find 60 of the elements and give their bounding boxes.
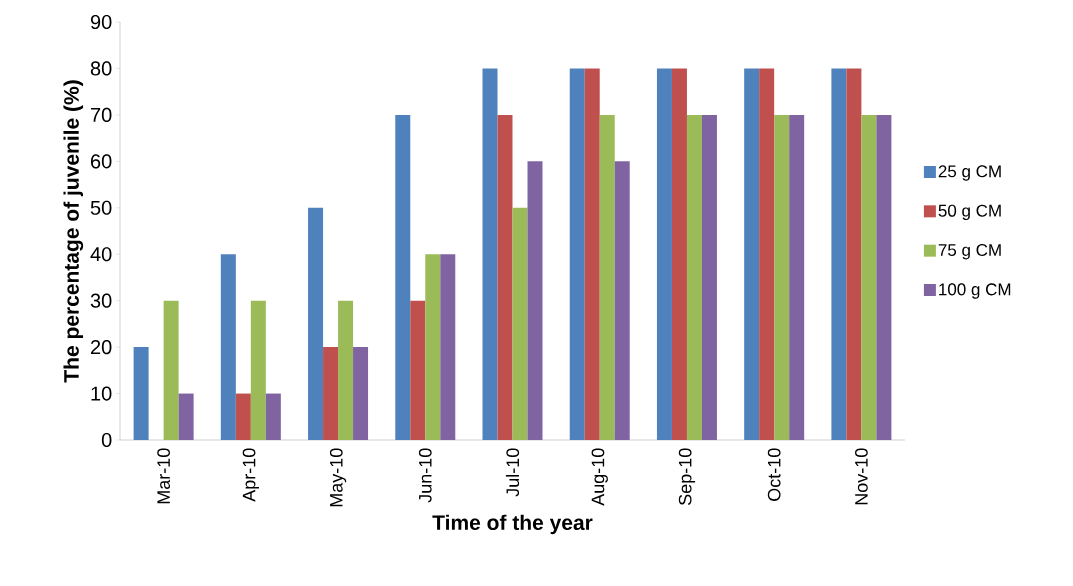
bar bbox=[178, 393, 194, 440]
y-tick-label: 20 bbox=[90, 340, 112, 355]
bar bbox=[308, 207, 324, 440]
x-tick-label: Aug-10 bbox=[591, 448, 608, 506]
y-tick-label: 90 bbox=[90, 14, 112, 30]
bar bbox=[338, 300, 354, 440]
bar bbox=[831, 68, 847, 440]
bar bbox=[759, 68, 775, 440]
y-tick-label: 40 bbox=[90, 247, 112, 262]
x-tick-label: Nov-10 bbox=[855, 448, 868, 505]
x-tick-label: Jun-10 bbox=[418, 448, 432, 503]
bar bbox=[671, 68, 687, 440]
bar bbox=[861, 114, 877, 440]
bar bbox=[656, 68, 672, 440]
bar bbox=[744, 68, 760, 440]
bar bbox=[265, 393, 281, 440]
y-tick-label: 0 bbox=[101, 432, 112, 448]
x-tick-label: Mar-10 bbox=[157, 448, 170, 504]
bar bbox=[527, 161, 543, 440]
legend-label: 25 g CM bbox=[938, 165, 1001, 181]
x-tick-label: Sep-10 bbox=[678, 448, 696, 505]
bar bbox=[686, 114, 702, 440]
y-tick-label: 70 bbox=[91, 107, 112, 122]
y-axis-title: The percentage of juvenile (%) bbox=[63, 80, 84, 383]
x-tick-label: Jul-10 bbox=[505, 448, 520, 497]
bar bbox=[163, 300, 179, 440]
bar bbox=[250, 300, 266, 440]
bar bbox=[440, 254, 456, 440]
legend-label: 75 g CM bbox=[938, 243, 1001, 260]
bar bbox=[133, 347, 149, 440]
bar bbox=[584, 68, 600, 440]
x-tick-label: Oct-10 bbox=[767, 448, 781, 501]
bar bbox=[599, 114, 615, 440]
y-tick-label: 10 bbox=[91, 386, 112, 401]
bar bbox=[220, 254, 236, 440]
bar bbox=[789, 114, 805, 440]
y-tick-label: 80 bbox=[90, 61, 112, 76]
x-axis-title: Time of the year bbox=[432, 514, 593, 535]
bar bbox=[410, 300, 426, 440]
bar bbox=[482, 68, 498, 440]
x-tick-label: Apr-10 bbox=[242, 448, 259, 502]
y-tick-label: 50 bbox=[90, 200, 112, 215]
bar bbox=[701, 114, 717, 440]
legend-label: 50 g CM bbox=[938, 204, 1001, 221]
bar bbox=[425, 254, 441, 440]
bar bbox=[353, 347, 369, 440]
bar bbox=[323, 347, 339, 440]
y-tick-label: 30 bbox=[90, 293, 112, 308]
bar bbox=[846, 68, 862, 440]
legend-label: 100 g CM bbox=[939, 283, 1011, 299]
bar bbox=[235, 393, 251, 440]
bar bbox=[497, 114, 513, 440]
bar bbox=[614, 161, 630, 440]
bar bbox=[512, 207, 528, 440]
bar bbox=[774, 114, 790, 440]
bar bbox=[569, 68, 585, 440]
x-tick-label: May-10 bbox=[329, 448, 347, 507]
bar bbox=[876, 114, 892, 440]
bar bbox=[395, 114, 411, 440]
y-tick-label: 60 bbox=[91, 154, 112, 169]
